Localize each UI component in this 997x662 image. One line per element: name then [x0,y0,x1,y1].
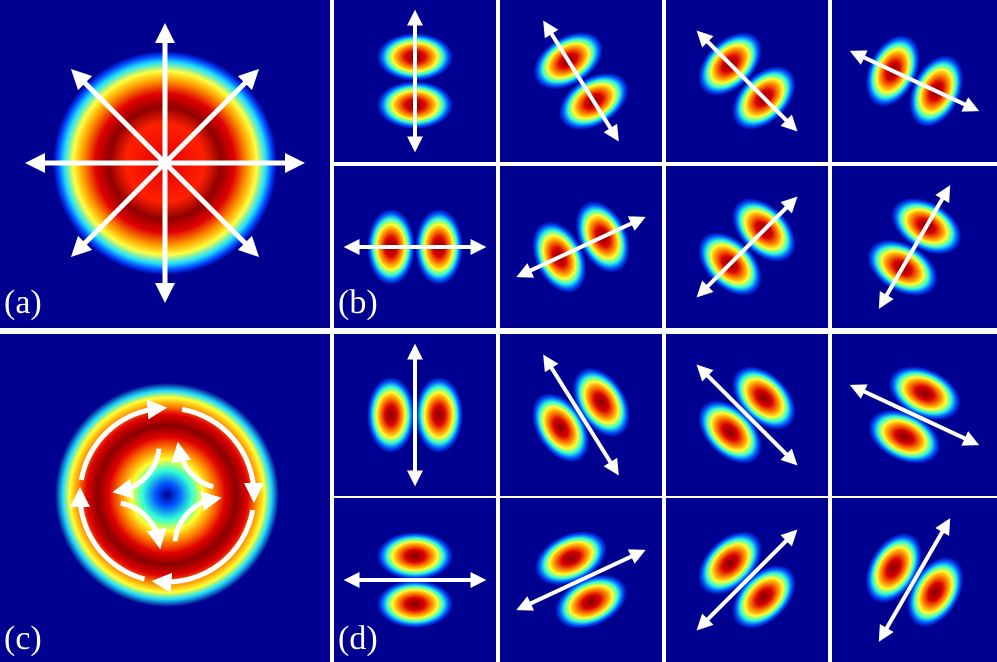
arrow [543,354,619,476]
lobe [415,377,463,453]
arrow [543,20,619,142]
circular-arrow [151,509,256,593]
arrow [878,518,951,642]
circular-arrow [78,399,168,481]
lobe [377,532,453,580]
arrow [696,364,798,466]
arrow [696,529,798,631]
circular-arrow [112,448,162,499]
arrow [70,68,260,258]
arrow [696,196,798,298]
mode [367,377,463,453]
arrow [516,549,646,611]
panel-label: (d) [338,620,378,657]
arrow [849,50,980,112]
mode [377,532,453,628]
circular-arrow [181,406,264,503]
circular-arrow [120,500,167,550]
circular-arrow [70,487,146,582]
arrow [516,216,646,278]
arrow [878,185,951,309]
arrow [696,30,798,132]
arrow [849,384,980,446]
ring [55,383,279,607]
panel-label: (c) [4,620,42,657]
circular-arrow [172,491,222,542]
lobe [367,377,415,453]
panel-label: (b) [338,284,378,321]
circular-arrow [171,441,215,490]
lobe [377,580,453,628]
panel-label: (a) [4,284,42,321]
